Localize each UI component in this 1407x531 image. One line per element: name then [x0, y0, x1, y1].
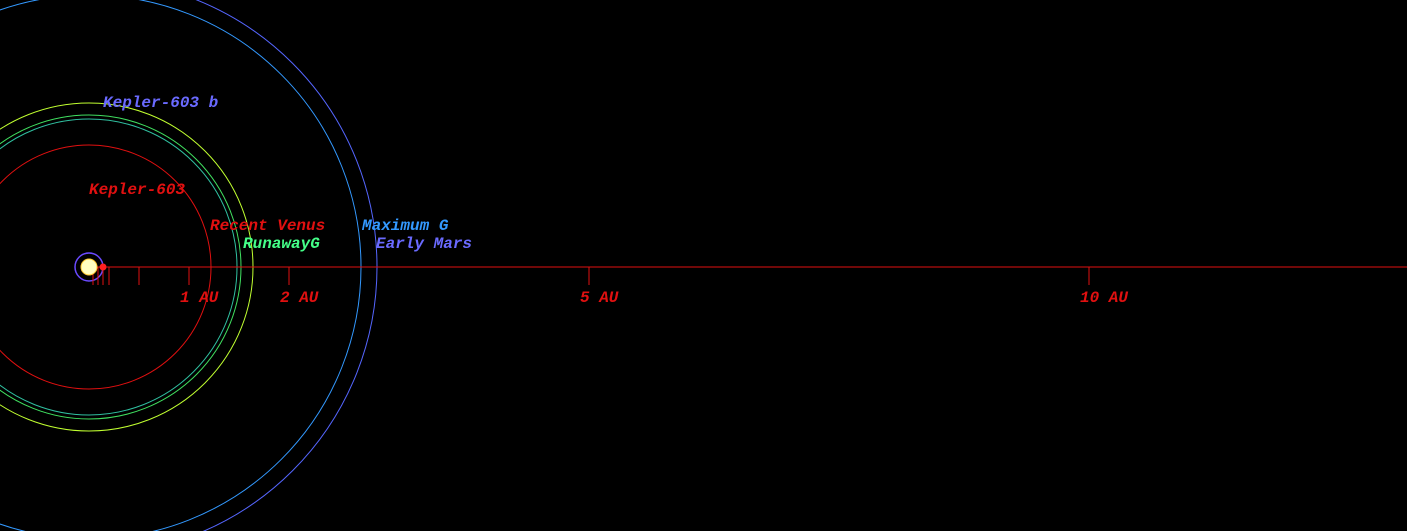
star	[80, 258, 98, 276]
star-label: Kepler-603	[89, 181, 185, 199]
max-greenhouse-label: Maximum G	[361, 217, 449, 235]
planet-label: Kepler-603 b	[103, 94, 219, 112]
planet	[99, 263, 107, 271]
recent-venus-label: Recent Venus	[210, 217, 325, 235]
tick-label: 1 AU	[180, 289, 219, 307]
tick-label: 2 AU	[280, 289, 319, 307]
tick-label: 10 AU	[1080, 289, 1128, 307]
early-mars-label: Early Mars	[376, 235, 472, 253]
tick-label: 5 AU	[580, 289, 619, 307]
runaway-label: RunawayG	[243, 235, 320, 253]
